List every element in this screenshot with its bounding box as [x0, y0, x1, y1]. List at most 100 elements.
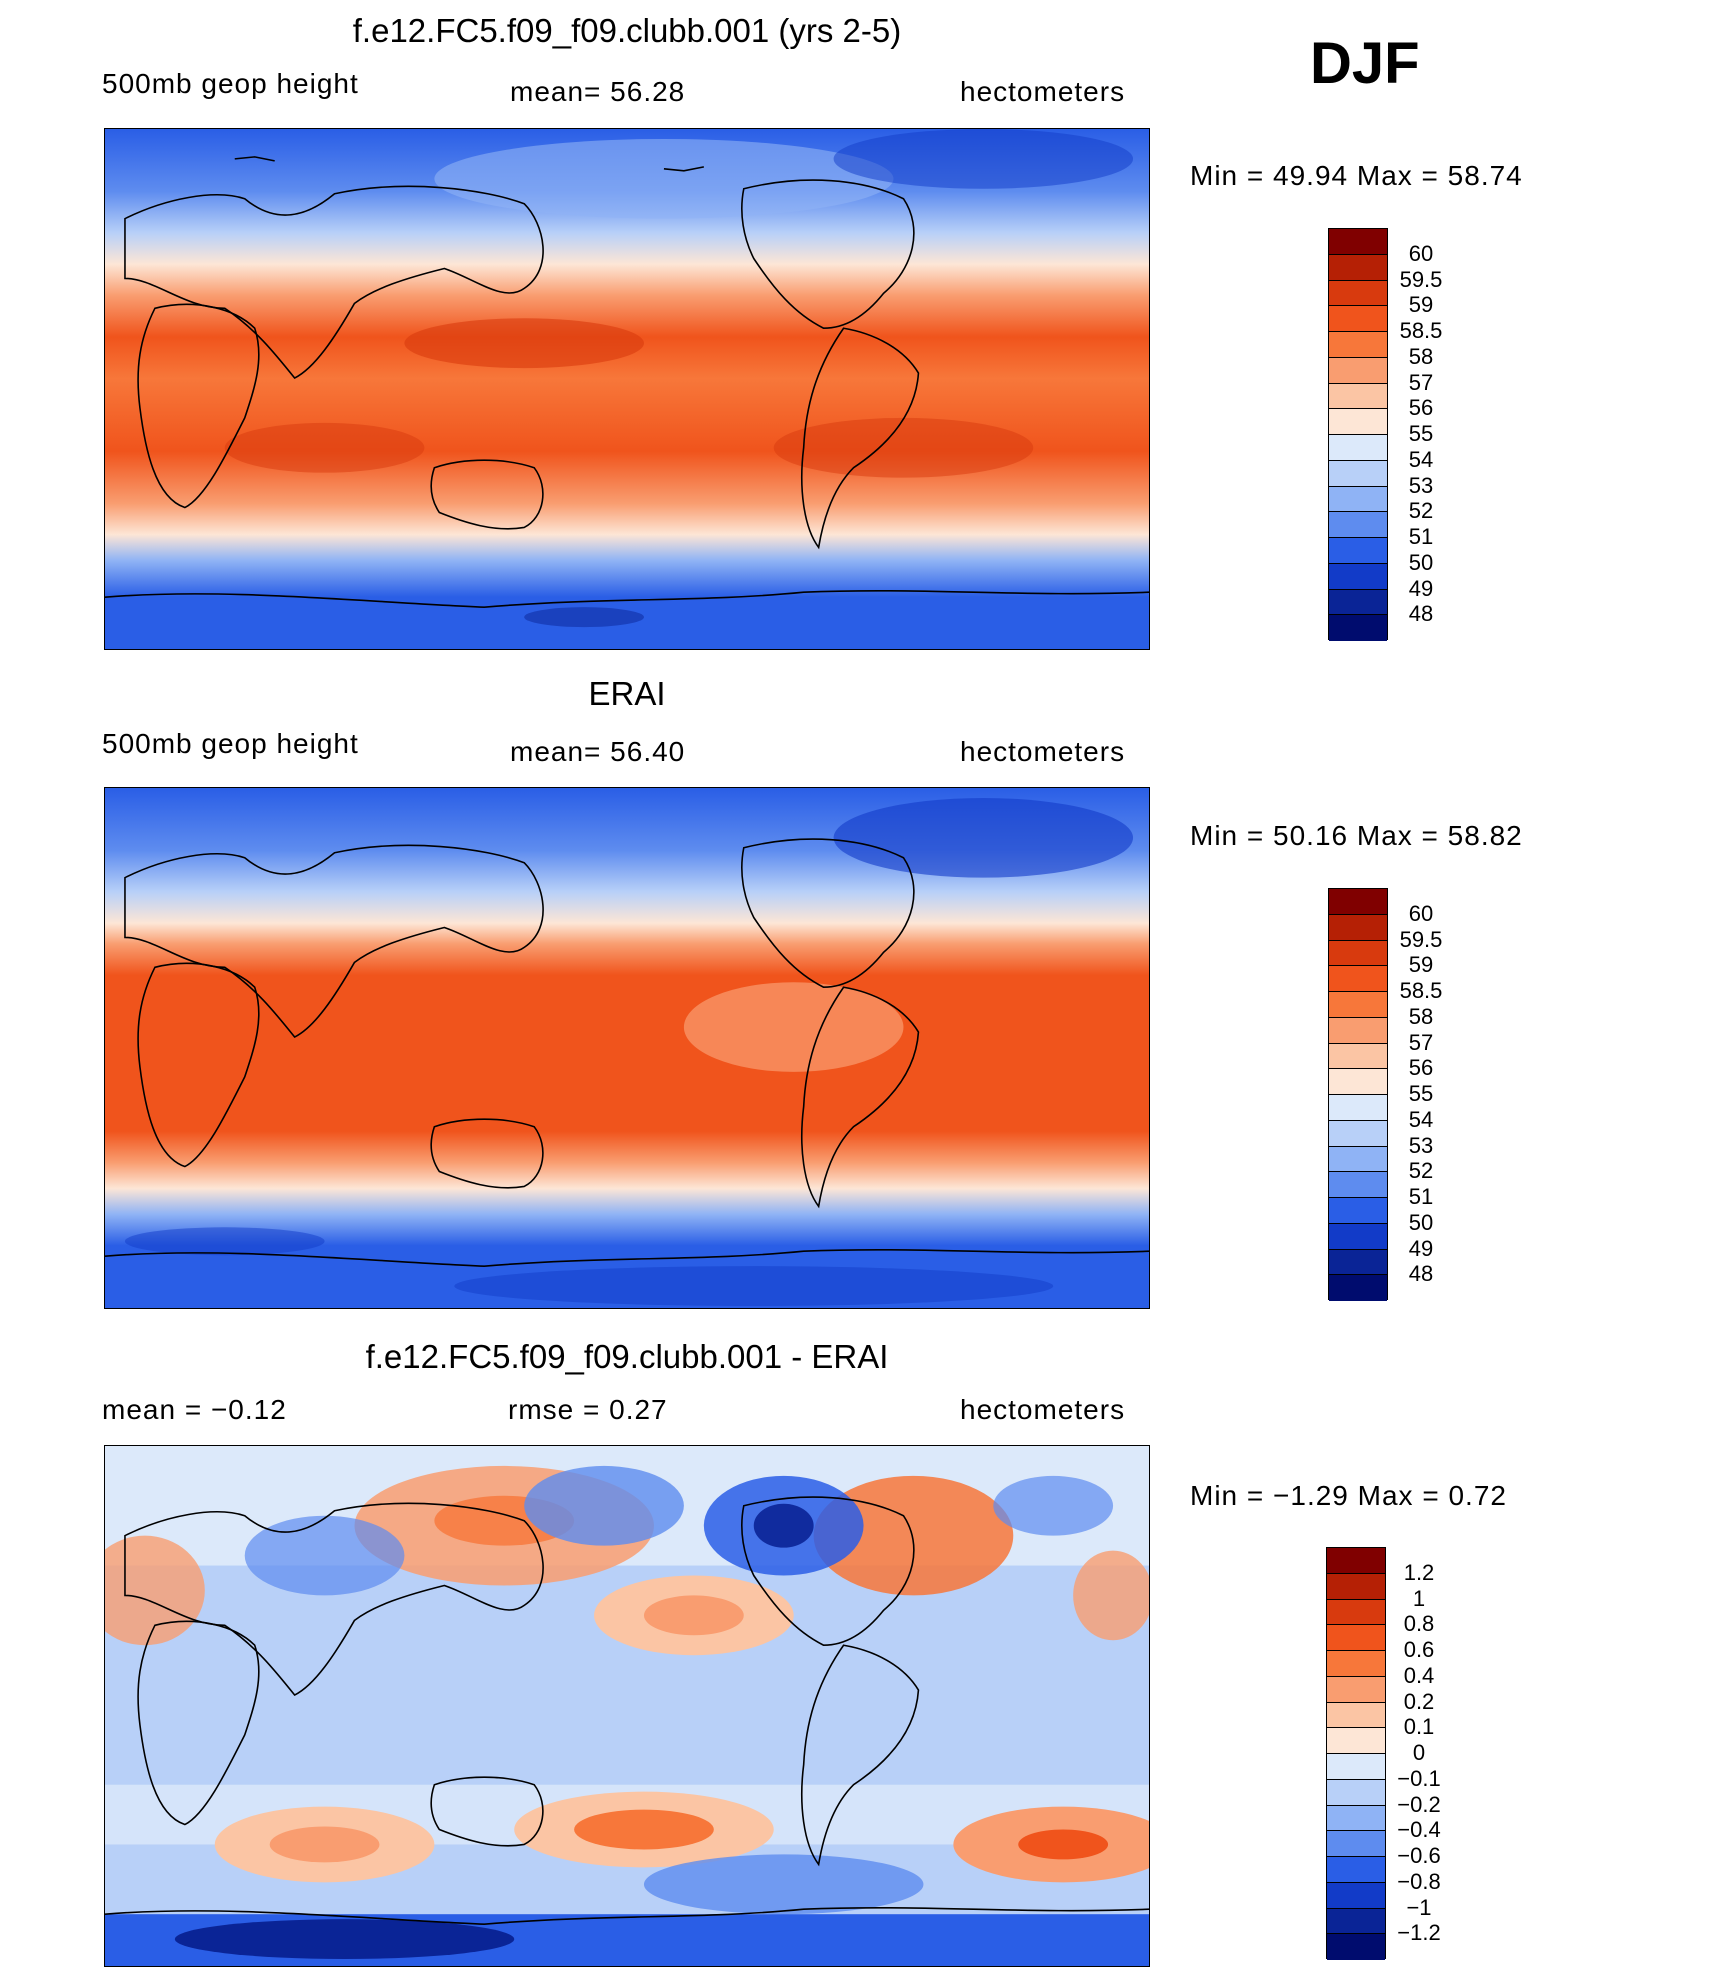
map-obs	[104, 787, 1150, 1309]
colorbar-segment	[1327, 1805, 1385, 1832]
colorbar-segment	[1327, 1831, 1385, 1857]
panel-title: ERAI	[588, 675, 666, 712]
map-model	[104, 128, 1150, 650]
colorbar-segment	[1327, 1882, 1385, 1909]
colorbar-segment	[1329, 229, 1387, 255]
colorbar-tick-label: 56	[1408, 1055, 1434, 1081]
colorbar-tick-label: −0.2	[1397, 1791, 1441, 1817]
colorbar-segment	[1329, 1275, 1387, 1301]
min-max-label: Min = 50.16 Max = 58.82	[1190, 820, 1523, 851]
colorbar-tick-label: 48	[1408, 1261, 1434, 1287]
panel-title: f.e12.FC5.f09_f09.clubb.001 (yrs 2-5)	[352, 12, 902, 49]
units-label: hectometers	[960, 736, 1126, 767]
colorbar-tick-label: 48	[1408, 601, 1434, 627]
colorbar-tick-label: −0.1	[1397, 1765, 1441, 1791]
units-label: hectometers	[960, 76, 1126, 107]
colorbar-segment	[1329, 486, 1387, 513]
contour-map	[105, 129, 1149, 649]
mean-label: mean= 56.40	[510, 736, 686, 767]
colorbar-tick-label: 58	[1408, 343, 1434, 369]
colorbar	[1328, 228, 1388, 641]
colorbar-tick-label: 0.6	[1403, 1637, 1435, 1662]
mean-label: mean= 56.28	[510, 76, 686, 107]
colorbar-segment	[1329, 1172, 1387, 1198]
colorbar-segment	[1329, 889, 1387, 915]
colorbar-segment	[1327, 1857, 1385, 1883]
variable-label: 500mb geop height	[102, 68, 359, 99]
colorbar-segment	[1329, 1249, 1387, 1276]
colorbar-segment	[1327, 1599, 1385, 1626]
colorbar-segment	[1329, 1223, 1387, 1250]
colorbar-tick-label: 50	[1408, 1209, 1434, 1235]
colorbar-segment	[1327, 1676, 1385, 1703]
colorbar-tick-label: −0.4	[1397, 1817, 1441, 1843]
colorbar-segment	[1329, 383, 1387, 410]
colorbar-tick-label: 50	[1408, 549, 1434, 575]
colorbar-segment	[1329, 332, 1387, 358]
colorbar-tick-label: 0	[1412, 1740, 1426, 1765]
colorbar-tick-label: 51	[1408, 524, 1434, 549]
colorbar-tick-label: 0.1	[1403, 1714, 1435, 1740]
colorbar-tick-label: 53	[1408, 1132, 1434, 1158]
colorbar-tick-label: 53	[1408, 472, 1434, 498]
colorbar-segment	[1327, 1573, 1385, 1600]
colorbar	[1326, 1547, 1386, 1960]
colorbar-tick-label: 59	[1408, 292, 1434, 318]
contour-map	[105, 1446, 1149, 1966]
colorbar-tick-label: 52	[1408, 498, 1434, 524]
colorbar-tick-label: 57	[1408, 369, 1434, 395]
colorbar-tick-label: 58.5	[1399, 318, 1443, 343]
colorbar-tick-label: −1.2	[1397, 1920, 1441, 1946]
panel-title: f.e12.FC5.f09_f09.clubb.001 - ERAI	[365, 1338, 889, 1375]
colorbar-segment	[1329, 409, 1387, 435]
season-label: DJF	[1310, 31, 1420, 96]
colorbar-segment	[1329, 992, 1387, 1018]
colorbar-segment	[1327, 1754, 1385, 1780]
colorbar-segment	[1329, 914, 1387, 941]
colorbar-segment	[1329, 1069, 1387, 1095]
colorbar-tick-label: 51	[1408, 1184, 1434, 1209]
colorbar-segment	[1329, 1095, 1387, 1121]
colorbar-tick-label: 59.5	[1399, 266, 1443, 292]
colorbar-segment	[1327, 1779, 1385, 1806]
colorbar-segment	[1327, 1728, 1385, 1754]
colorbar-tick-label: 56	[1408, 395, 1434, 421]
colorbar-tick-label: 54	[1408, 446, 1434, 472]
colorbar-tick-label: 57	[1408, 1029, 1434, 1055]
colorbar-segment	[1329, 538, 1387, 564]
contour-map	[105, 788, 1149, 1308]
colorbar-segment	[1329, 1198, 1387, 1224]
colorbar-segment	[1329, 1043, 1387, 1070]
colorbar-tick-label: 0.2	[1403, 1688, 1435, 1714]
colorbar-segment	[1329, 563, 1387, 590]
colorbar-tick-label: −1	[1406, 1894, 1432, 1920]
colorbar-tick-label: −0.8	[1397, 1868, 1441, 1894]
colorbar-segment	[1329, 357, 1387, 384]
colorbar	[1328, 888, 1388, 1301]
colorbar-segment	[1329, 940, 1387, 967]
colorbar-segment	[1329, 435, 1387, 461]
rmse-label: rmse = 0.27	[508, 1394, 668, 1425]
diff-mean-label: mean = −0.12	[102, 1394, 287, 1425]
colorbar-segment	[1327, 1625, 1385, 1651]
colorbar-segment	[1329, 254, 1387, 281]
colorbar-tick-label: 58.5	[1399, 978, 1443, 1003]
variable-label: 500mb geop height	[102, 728, 359, 759]
colorbar-segment	[1329, 1146, 1387, 1173]
colorbar-segment	[1329, 306, 1387, 332]
min-max-label: Min = −1.29 Max = 0.72	[1190, 1480, 1507, 1511]
colorbar-segment	[1329, 280, 1387, 307]
colorbar-tick-label: 1	[1412, 1585, 1426, 1611]
colorbar-tick-label: 60	[1408, 900, 1434, 926]
colorbar-segment	[1329, 615, 1387, 641]
colorbar-tick-label: 52	[1408, 1158, 1434, 1184]
units-label: hectometers	[960, 1394, 1126, 1425]
colorbar-tick-label: 58	[1408, 1003, 1434, 1029]
colorbar-segment	[1327, 1651, 1385, 1677]
colorbar-segment	[1329, 589, 1387, 616]
colorbar-segment	[1329, 1120, 1387, 1147]
colorbar-segment	[1329, 460, 1387, 487]
map-diff	[104, 1445, 1150, 1967]
colorbar-tick-label: 59	[1408, 952, 1434, 978]
colorbar-tick-label: 54	[1408, 1106, 1434, 1132]
